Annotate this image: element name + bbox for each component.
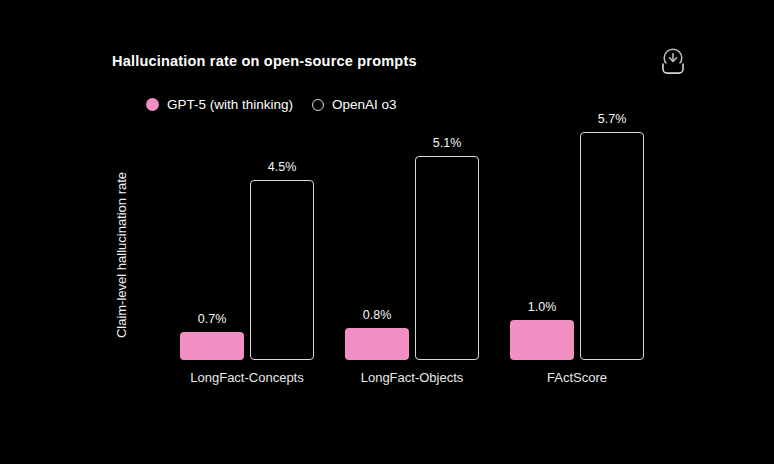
bar-value-label: 4.5% <box>268 160 297 175</box>
download-button[interactable] <box>656 44 690 80</box>
category-label: LongFact-Objects <box>361 370 464 385</box>
bar-openai-o3-longfact-objects[interactable] <box>415 156 479 360</box>
bar-column: 0.7% <box>180 312 244 360</box>
bar-column: 1.0% <box>510 300 574 360</box>
bar-value-label: 5.1% <box>433 136 462 151</box>
bar-value-label: 5.7% <box>598 112 627 127</box>
y-axis-label: Claim-level hallucination rate <box>114 172 129 338</box>
bar-gpt-5-with-thinking-factscore[interactable] <box>510 320 574 360</box>
bar-column: 5.1% <box>415 136 479 360</box>
bar-value-label: 1.0% <box>528 300 557 315</box>
bar-openai-o3-longfact-concepts[interactable] <box>250 180 314 360</box>
legend-marker-openai-o3 <box>312 99 324 111</box>
bar-group-factscore: 1.0%5.7%FActScore <box>510 112 644 360</box>
legend-label-openai-o3: OpenAI o3 <box>332 96 397 113</box>
legend-label-gpt-5: GPT-5 (with thinking) <box>167 96 293 113</box>
chart-legend: GPT-5 (with thinking) OpenAI o3 <box>146 96 397 113</box>
legend-item-openai-o3[interactable]: OpenAI o3 <box>312 96 397 113</box>
bar-value-label: 0.7% <box>198 312 227 327</box>
bar-column: 0.8% <box>345 308 409 360</box>
bar-column: 5.7% <box>580 112 644 360</box>
category-label: LongFact-Concepts <box>190 370 303 385</box>
legend-item-gpt-5[interactable]: GPT-5 (with thinking) <box>146 96 293 113</box>
bar-column: 4.5% <box>250 160 314 360</box>
bar-gpt-5-with-thinking-longfact-concepts[interactable] <box>180 332 244 360</box>
bar-gpt-5-with-thinking-longfact-objects[interactable] <box>345 328 409 360</box>
bar-group-longfact-concepts: 0.7%4.5%LongFact-Concepts <box>180 160 314 360</box>
bar-group-longfact-objects: 0.8%5.1%LongFact-Objects <box>345 136 479 360</box>
download-icon <box>658 46 688 78</box>
chart-title: Hallucination rate on open-source prompt… <box>112 53 417 69</box>
bar-openai-o3-factscore[interactable] <box>580 132 644 360</box>
bar-value-label: 0.8% <box>363 308 392 323</box>
bar-groups: 0.7%4.5%LongFact-Concepts0.8%5.1%LongFac… <box>180 112 644 360</box>
legend-marker-gpt-5 <box>146 98 159 111</box>
category-label: FActScore <box>547 370 607 385</box>
chart-card: Hallucination rate on open-source prompt… <box>0 0 774 464</box>
